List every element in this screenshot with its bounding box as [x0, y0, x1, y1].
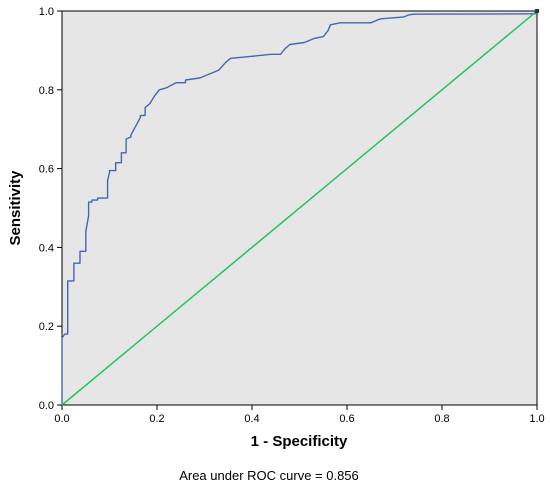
- y-tick-label: 0.2: [39, 321, 54, 333]
- x-tick-label: 0.8: [434, 413, 449, 425]
- y-tick-label: 0.8: [39, 85, 54, 97]
- y-tick-label: 0.4: [39, 242, 54, 254]
- x-tick-label: 0.4: [244, 413, 259, 425]
- y-axis-title: Sensitivity: [7, 170, 24, 246]
- x-axis-title: 1 - Specificity: [251, 433, 348, 450]
- y-tick-label: 0.6: [39, 164, 54, 176]
- y-tick-label: 1.0: [39, 6, 54, 18]
- end-point-marker: [535, 9, 539, 13]
- y-tick-label: 0.0: [39, 400, 54, 412]
- roc-curve-line: [61, 13, 538, 405]
- axis-ticks: [57, 10, 538, 410]
- x-tick-label: 0.0: [54, 413, 69, 425]
- x-tick-label: 0.6: [339, 413, 354, 425]
- reference-line: [61, 10, 538, 406]
- x-tick-label: 0.2: [149, 413, 164, 425]
- tick-labels: 0.0 0.2 0.4 0.6 0.8 1.0 0.0 0.2 0.4 0.6 0.8 1.0: [39, 6, 545, 425]
- series-layer: [61, 9, 539, 406]
- x-tick-label: 1.0: [529, 413, 544, 425]
- auc-caption: Area under ROC curve = 0.856: [179, 468, 359, 483]
